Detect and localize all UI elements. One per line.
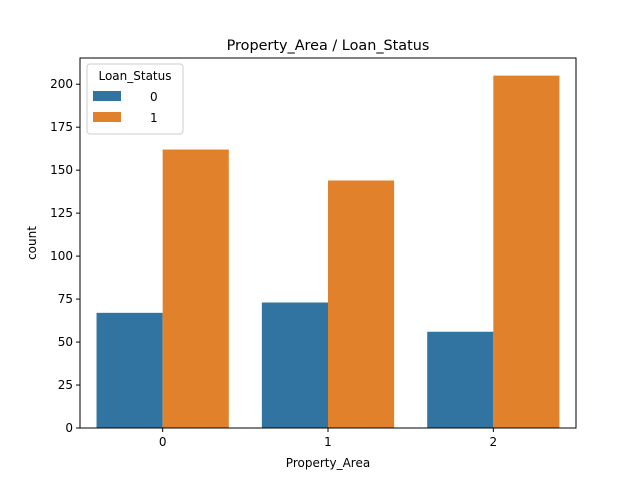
legend: Loan_Status 0 1 [86, 63, 184, 135]
x-tick-label: 0 [159, 435, 167, 449]
y-tick-label: 50 [58, 335, 73, 349]
x-axis-label: Property_Area [286, 456, 370, 470]
legend-label-0: 0 [150, 90, 158, 104]
legend-swatch-1 [93, 112, 121, 122]
bars-group [96, 75, 560, 429]
bar-series-1-cat-0 [162, 149, 229, 429]
x-tick-label: 1 [324, 435, 332, 449]
legend-title: Loan_Status [98, 69, 171, 83]
plot-frame [79, 57, 577, 429]
y-tick-label: 200 [50, 77, 73, 91]
chart-title: Property_Area / Loan_Status [227, 38, 430, 54]
y-tick-label: 175 [50, 120, 73, 134]
y-tick-label: 100 [50, 249, 73, 263]
bar-series-0-cat-1 [261, 302, 328, 428]
y-tick-label: 125 [50, 206, 73, 220]
y-axis: 0 25 50 75 100 125 150 175 200 [50, 77, 80, 435]
x-axis: 0 1 2 [159, 428, 497, 449]
bar-series-0-cat-2 [427, 331, 494, 428]
y-tick-label: 0 [65, 421, 73, 435]
bar-series-1-cat-1 [328, 180, 395, 428]
y-tick-label: 75 [58, 292, 73, 306]
bar-series-1-cat-2 [493, 75, 560, 428]
legend-label-1: 1 [150, 111, 158, 125]
y-tick-label: 150 [50, 163, 73, 177]
y-axis-label: count [25, 226, 39, 260]
x-tick-label: 2 [490, 435, 498, 449]
bar-series-0-cat-0 [96, 312, 163, 428]
legend-swatch-0 [93, 91, 121, 101]
y-tick-label: 25 [58, 378, 73, 392]
